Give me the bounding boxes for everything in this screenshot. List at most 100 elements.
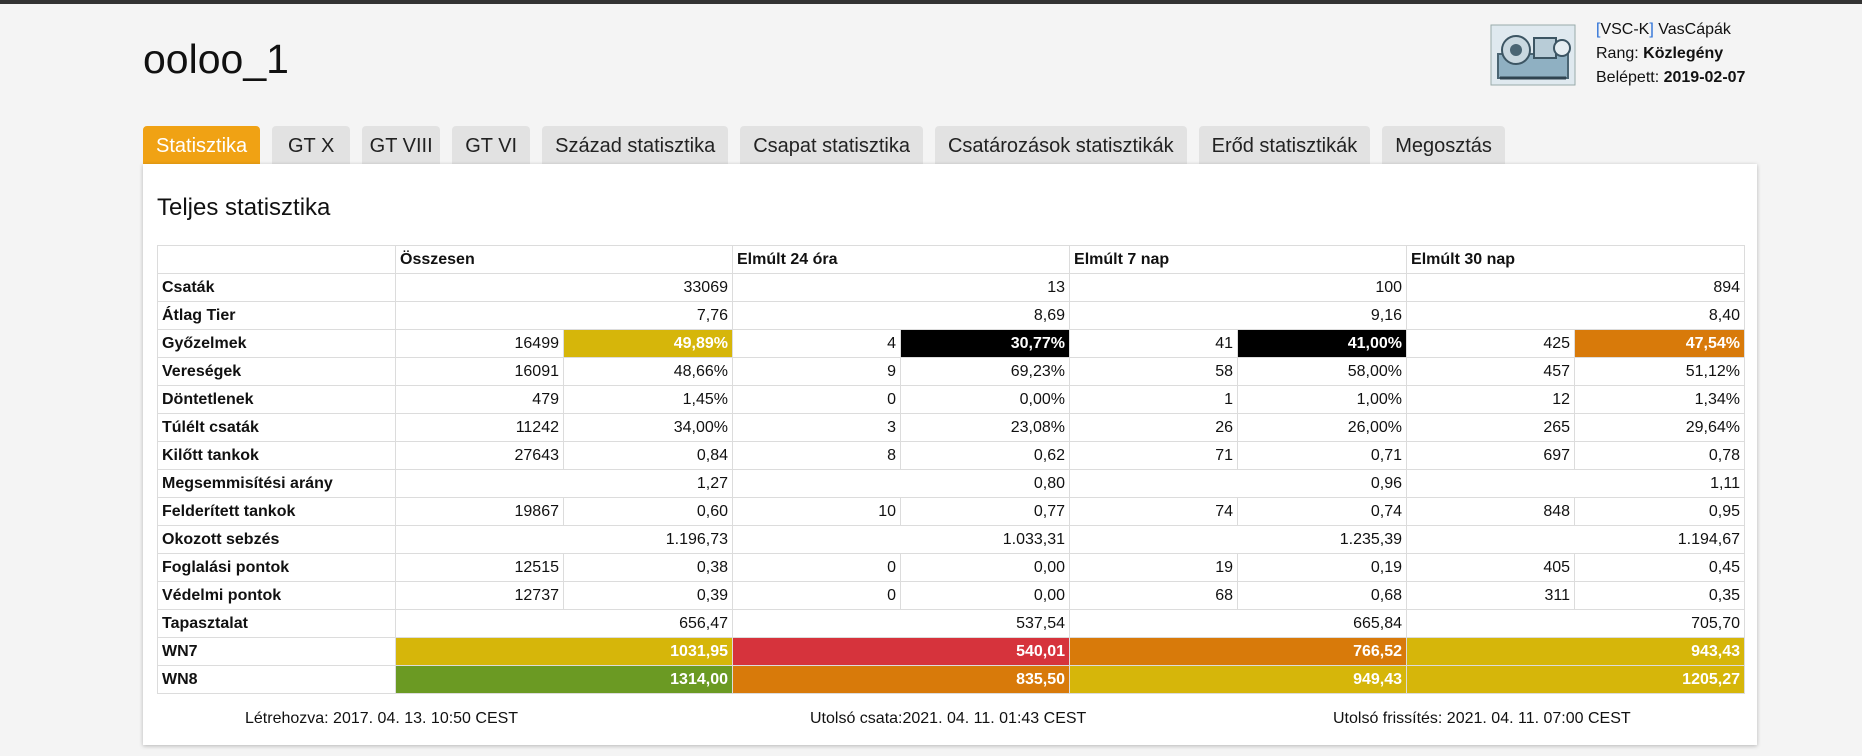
clan-name[interactable]: VasCápák <box>1658 21 1731 38</box>
table-cell-ratio: 47,54% <box>1574 329 1746 358</box>
table-cell-ratio: 69,23% <box>899 357 1071 386</box>
table-cell-ratio: 0,74 <box>1237 497 1408 526</box>
table-row: Átlag Tier 7,76 8,69 9,16 8,40 <box>157 301 1746 330</box>
table-cell-ratio: 1,45% <box>563 385 733 414</box>
table-row: Megsemmisítési arány 1,27 0,80 0,96 1,11 <box>157 469 1746 498</box>
rank-value: Közlegény <box>1643 45 1724 62</box>
table-cell: 943,43 <box>1406 637 1746 666</box>
table-cell-count: 71 <box>1069 441 1239 470</box>
table-row: WN8 1314,00 835,50 949,43 1205,27 <box>157 665 1746 694</box>
table-row: Csaták 33069 13 100 894 <box>157 273 1746 302</box>
row-label: Felderített tankok <box>157 497 396 526</box>
table-cell: 33069 <box>395 273 733 302</box>
table-cell-ratio: 0,60 <box>563 497 733 526</box>
rank-label: Rang: <box>1596 45 1639 62</box>
table-cell-count: 12515 <box>395 553 564 582</box>
table-cell-count: 425 <box>1406 329 1576 358</box>
table-cell: 0,80 <box>731 469 1071 498</box>
table-row: Felderített tankok 19867 0,60 10 0,77 74 0,74 8… <box>157 497 1746 526</box>
tab-szazad-statisztika[interactable]: Század statisztika <box>542 126 729 166</box>
row-label: WN8 <box>157 665 396 694</box>
table-cell-count: 3 <box>732 413 901 442</box>
table-row: Foglalási pontok 12515 0,38 0 0,00 19 0,19 405 0… <box>157 553 1746 582</box>
table-cell-count: 10 <box>732 497 901 526</box>
table-cell-ratio: 0,45 <box>1574 553 1746 582</box>
stats-table: Összesen Elmúlt 24 óra Elmúlt 7 nap Elmú… <box>157 245 1746 694</box>
table-cell-count: 697 <box>1406 441 1576 470</box>
table-cell: 537,54 <box>731 609 1071 638</box>
table-cell: 894 <box>1406 273 1746 302</box>
table-row: Vereségek 16091 48,66% 9 69,23% 58 58,00% 457 51… <box>157 357 1746 386</box>
table-cell-ratio: 0,00 <box>899 581 1071 610</box>
table-cell-count: 4 <box>732 329 901 358</box>
tab-gt-vi[interactable]: GT VI <box>452 126 531 166</box>
table-cell-count: 0 <box>732 385 901 414</box>
table-cell-ratio: 0,00% <box>899 385 1071 414</box>
table-cell-count: 1 <box>1069 385 1239 414</box>
tab-erod-statisztikak[interactable]: Erőd statisztikák <box>1198 126 1371 166</box>
table-cell-count: 405 <box>1406 553 1576 582</box>
row-label: Csaták <box>157 273 396 302</box>
header-osszesen: Összesen <box>395 245 733 274</box>
clan-joined-row: Belépett: 2019-02-07 <box>1596 66 1745 90</box>
last-refresh-timestamp: Utolsó frissítés: 2021. 04. 11. 07:00 CE… <box>1333 710 1631 727</box>
row-label: Védelmi pontok <box>157 581 396 610</box>
table-cell: 1314,00 <box>395 665 733 694</box>
table-cell-count: 457 <box>1406 357 1576 386</box>
table-cell-ratio: 0,62 <box>899 441 1071 470</box>
tab-gt-viii[interactable]: GT VIII <box>362 126 441 166</box>
table-cell-ratio: 0,95 <box>1574 497 1746 526</box>
row-label: Túlélt csaták <box>157 413 396 442</box>
table-cell: 13 <box>731 273 1071 302</box>
row-label: Megsemmisítési arány <box>157 469 396 498</box>
table-cell-count: 12737 <box>395 581 564 610</box>
table-cell: 1.196,73 <box>395 525 733 554</box>
clan-tag-bracket-close: ] <box>1649 21 1654 38</box>
table-row: Döntetlenek 479 1,45% 0 0,00% 1 1,00% 12 1,34% <box>157 385 1746 414</box>
table-cell: 1.033,31 <box>731 525 1071 554</box>
header-empty <box>157 245 396 274</box>
table-cell-ratio: 0,84 <box>563 441 733 470</box>
table-cell: 8,69 <box>731 301 1071 330</box>
row-label: WN7 <box>157 637 396 666</box>
table-cell-count: 19 <box>1069 553 1239 582</box>
table-cell-count: 19867 <box>395 497 564 526</box>
tab-csapat-statisztika[interactable]: Csapat statisztika <box>740 126 923 166</box>
created-timestamp: Létrehozva: 2017. 04. 13. 10:50 CEST <box>245 710 519 727</box>
table-cell-ratio: 34,00% <box>563 413 733 442</box>
table-cell: 100 <box>1069 273 1408 302</box>
header-30d: Elmúlt 30 nap <box>1406 245 1746 274</box>
clan-profile: [VSC-K] VasCápák Rang: Közlegény Belépet… <box>1490 18 1850 88</box>
table-cell-ratio: 41,00% <box>1237 329 1408 358</box>
table-cell-ratio: 0,71 <box>1237 441 1408 470</box>
table-cell-ratio: 0,19 <box>1237 553 1408 582</box>
clan-tag[interactable]: VSC-K <box>1600 21 1650 38</box>
table-cell-count: 311 <box>1406 581 1576 610</box>
clan-logo-icon[interactable] <box>1490 24 1576 86</box>
last-battle-timestamp: Utolsó csata:2021. 04. 11. 01:43 CEST <box>810 710 1087 727</box>
table-cell-count: 9 <box>732 357 901 386</box>
table-cell-ratio: 0,68 <box>1237 581 1408 610</box>
stats-table-body: Csaták 33069 13 100 894 Átlag Tier 7,76 8,69 9,1… <box>157 273 1746 694</box>
joined-value: 2019-02-07 <box>1663 69 1746 86</box>
stats-footer: Létrehozva: 2017. 04. 13. 10:50 CEST Uto… <box>143 710 1757 734</box>
row-label: Kilőtt tankok <box>157 441 396 470</box>
panel-title: Teljes statisztika <box>157 194 331 221</box>
tab-gt-x[interactable]: GT X <box>272 126 351 166</box>
table-cell: 1205,27 <box>1406 665 1746 694</box>
table-cell-count: 11242 <box>395 413 564 442</box>
table-cell: 835,50 <box>731 665 1071 694</box>
table-cell: 656,47 <box>395 609 733 638</box>
row-label: Tapasztalat <box>157 609 396 638</box>
tab-csatarozasok-statisztikak[interactable]: Csatározások statisztikák <box>934 126 1187 166</box>
joined-label: Belépett: <box>1596 69 1660 86</box>
tab-megosztas[interactable]: Megosztás <box>1382 126 1505 166</box>
row-label: Vereségek <box>157 357 396 386</box>
table-cell: 949,43 <box>1069 665 1408 694</box>
table-cell-ratio: 0,00 <box>899 553 1071 582</box>
table-cell: 1031,95 <box>395 637 733 666</box>
tab-statisztika[interactable]: Statisztika <box>143 126 261 166</box>
table-cell-ratio: 51,12% <box>1574 357 1746 386</box>
table-cell-count: 16091 <box>395 357 564 386</box>
table-cell: 766,52 <box>1069 637 1408 666</box>
